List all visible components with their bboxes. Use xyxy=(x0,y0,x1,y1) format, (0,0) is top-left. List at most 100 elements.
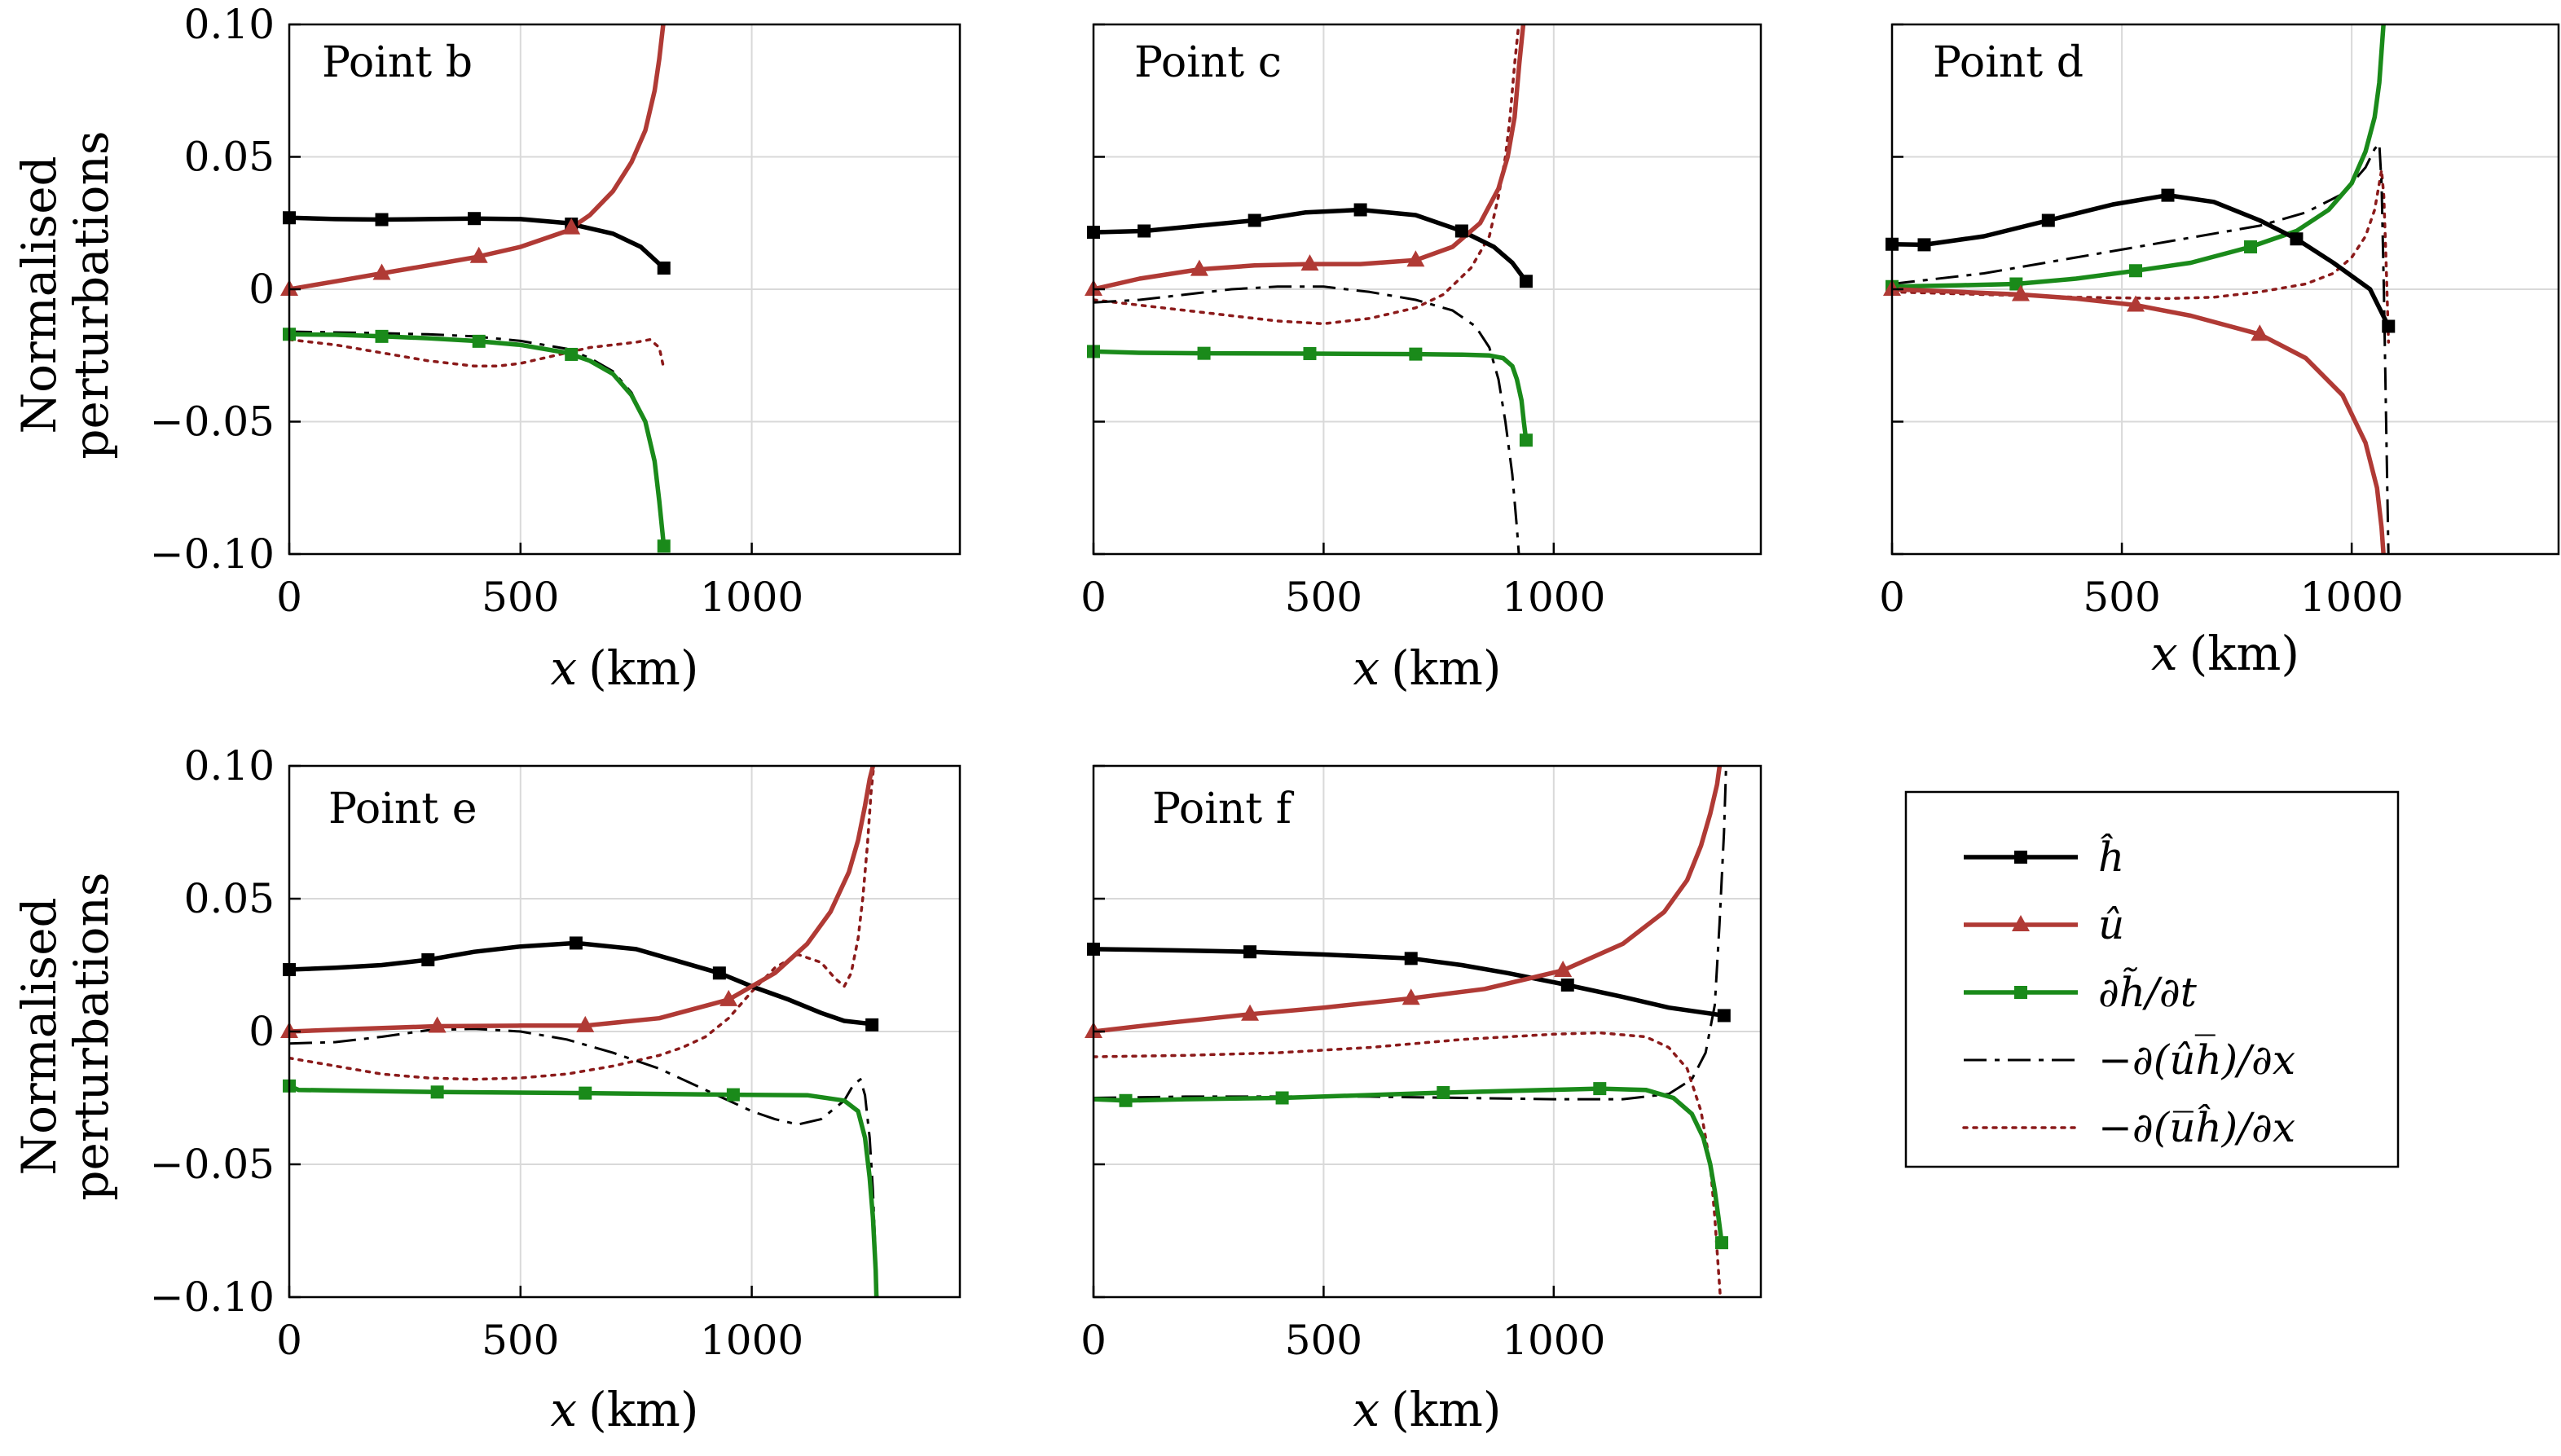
marker-dhdt xyxy=(1409,347,1423,361)
x-axis-unit: (km) xyxy=(2189,626,2299,681)
marker-h-hat xyxy=(2041,213,2055,227)
ylabel-line2: perturbations xyxy=(64,130,119,459)
x-tick-label: 500 xyxy=(1285,1317,1362,1364)
marker-h-hat xyxy=(1519,275,1533,288)
y-tick-label: 0.10 xyxy=(184,742,275,790)
marker-h-hat xyxy=(1353,203,1367,217)
marker-dhdt xyxy=(2244,240,2258,253)
marker-u-hat xyxy=(469,246,488,263)
series-line-h-hat xyxy=(1093,947,1725,1018)
series-line-dhdt xyxy=(1093,1086,1724,1243)
series-line-h-hat xyxy=(1892,192,2391,328)
chart-panel: 0 500 1000 0.10 0.05 0 −0.05 −0.10 Point b x (km) xyxy=(150,1,961,696)
marker-h-hat xyxy=(1404,952,1418,966)
x-tick-label: 500 xyxy=(482,1317,559,1364)
x-tick-label: 500 xyxy=(482,574,559,621)
marker-dhdt xyxy=(2128,264,2142,278)
panel-title: Point b xyxy=(322,38,473,87)
x-axis-variable: x xyxy=(1353,1382,1380,1437)
marker-h-hat xyxy=(1137,224,1151,238)
marker-u-hat xyxy=(1406,250,1425,267)
legend-marker xyxy=(2012,915,2030,931)
series-line-flux-uh xyxy=(1093,766,1727,1101)
marker-u-hat xyxy=(1190,259,1208,276)
series-line-h-hat xyxy=(289,940,873,1027)
marker-dhdt xyxy=(1197,346,1211,360)
marker-h-hat xyxy=(1247,213,1261,227)
markers xyxy=(1085,942,1731,1250)
chart-panel: 0 500 1000 0.10 0.05 0 −0.05 −0.10 Point e x (km) xyxy=(150,742,961,1437)
marker-u-hat xyxy=(1300,254,1319,271)
panel-title: Point e xyxy=(328,785,477,834)
legend-label: −∂(ûh̅)/∂x xyxy=(2098,1034,2295,1084)
marker-dhdt xyxy=(657,539,671,553)
series-line-flux-hu xyxy=(289,338,666,371)
marker-dhdt xyxy=(1119,1093,1133,1107)
marker-h-hat xyxy=(421,952,435,966)
y-tick-label: 0 xyxy=(249,266,275,313)
panel-title: Point f xyxy=(1152,785,1295,834)
marker-u-hat xyxy=(1554,961,1573,978)
x-tick-label: 0 xyxy=(1879,574,1905,621)
x-axis-unit: (km) xyxy=(588,1382,698,1437)
legend-marker xyxy=(2014,851,2027,864)
y-tick-label: −0.05 xyxy=(150,398,275,446)
x-axis-label: x (km) xyxy=(550,640,698,696)
x-axis-label: x (km) xyxy=(1353,640,1501,696)
series-line-flux-uh xyxy=(1093,285,1520,554)
series-line-flux-hu xyxy=(1093,24,1520,326)
legend-box xyxy=(1904,790,2400,1168)
marker-dhdt xyxy=(1303,346,1317,360)
marker-h-hat xyxy=(865,1018,879,1032)
markers xyxy=(280,211,671,553)
series-line-u-hat xyxy=(1093,766,1723,1034)
marker-dhdt xyxy=(565,347,579,361)
marker-u-hat xyxy=(1402,988,1420,1005)
marker-dhdt xyxy=(1437,1085,1450,1099)
marker-u-hat xyxy=(2251,324,2269,341)
x-tick-label: 0 xyxy=(1080,574,1107,621)
y-tick-label: −0.10 xyxy=(150,1273,275,1321)
legend-entry-flux-hu: −∂(u̅ĥ)/∂x xyxy=(1962,1103,2295,1151)
series-line-h-hat xyxy=(289,215,666,271)
ylabel-row2: Normalised perturbations xyxy=(11,872,119,1200)
marker-h-hat xyxy=(657,262,671,275)
x-axis-variable: x xyxy=(550,640,577,696)
x-tick-label: 0 xyxy=(276,1317,302,1364)
markers xyxy=(280,936,879,1102)
x-axis-label: x (km) xyxy=(550,1382,698,1437)
ylabel-line2: perturbations xyxy=(64,872,119,1200)
marker-dhdt xyxy=(375,329,389,343)
chart-panel: 0 500 1000 Point f x (km) xyxy=(1080,764,1762,1437)
marker-h-hat xyxy=(1454,224,1468,238)
marker-dhdt xyxy=(726,1088,740,1102)
x-tick-label: 1000 xyxy=(1502,1317,1605,1364)
legend-entry-flux-uh: −∂(ûh̅)/∂x xyxy=(1964,1034,2295,1084)
marker-h-hat xyxy=(2382,319,2396,333)
plot-area xyxy=(289,24,667,549)
marker-h-hat xyxy=(375,213,389,227)
y-tick-label: 0.10 xyxy=(184,1,275,48)
x-axis-unit: (km) xyxy=(588,640,698,696)
marker-dhdt xyxy=(579,1086,592,1100)
ylabel-row1: Normalised perturbations xyxy=(11,130,119,459)
legend-label: −∂(u̅ĥ)/∂x xyxy=(2098,1103,2295,1151)
ylabel-line1: Normalised xyxy=(11,156,67,433)
legend-entry-h-hat: ĥ xyxy=(1964,833,2124,881)
legend-entry-u-hat: û xyxy=(1964,901,2124,948)
marker-dhdt xyxy=(1714,1236,1728,1250)
x-axis-label: x (km) xyxy=(1353,1382,1501,1437)
x-axis-variable: x xyxy=(2151,626,2178,681)
marker-u-hat xyxy=(2011,284,2030,301)
legend-entry-dhdt: ∂h̃/∂t xyxy=(1964,966,2198,1016)
marker-u-hat xyxy=(719,989,738,1006)
x-tick-label: 1000 xyxy=(1502,574,1605,621)
x-tick-label: 1000 xyxy=(700,574,803,621)
series-line-dhdt xyxy=(1892,24,2386,289)
chart-panel: 0 500 1000 Point c x (km) xyxy=(1080,23,1762,696)
chart-panel: 0 500 1000 Point d x (km) xyxy=(1879,23,2560,681)
marker-h-hat xyxy=(2161,188,2175,202)
plot-area xyxy=(289,766,879,1297)
